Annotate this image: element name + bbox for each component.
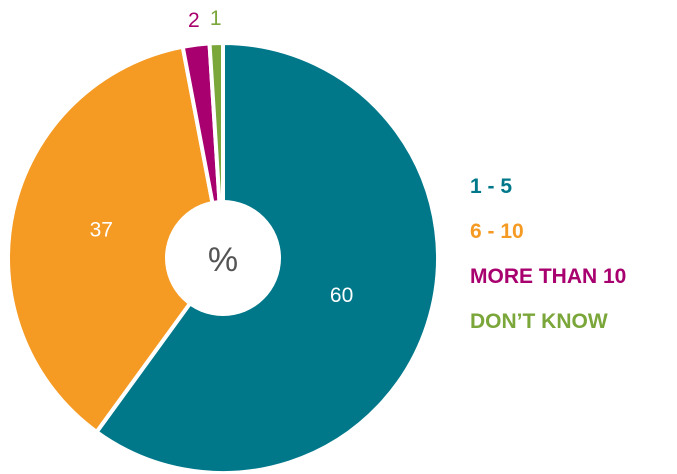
center-hole	[165, 200, 281, 316]
legend-item-more-than-10: MORE THAN 10	[470, 265, 627, 288]
legend-item-6-10: 6 - 10	[470, 220, 524, 243]
value-label-don-t-know: 1	[210, 7, 222, 30]
value-label-6-10: 37	[90, 218, 113, 241]
legend-item-dont-know: DON’T KNOW	[470, 310, 608, 333]
legend: 1 - 5 6 - 10 MORE THAN 10 DON’T KNOW	[470, 176, 626, 356]
value-label-1-5: 60	[330, 284, 353, 307]
slice-value-labels: 60 37 2 1	[90, 7, 354, 307]
slice-6-10	[6, 44, 225, 434]
legend-item-1-5: 1 - 5	[470, 175, 513, 198]
value-label-more-than-10: 2	[188, 9, 200, 32]
center-label: %	[208, 241, 238, 279]
